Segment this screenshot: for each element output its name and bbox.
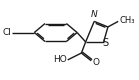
Text: HO: HO [53, 55, 67, 64]
Text: O: O [92, 58, 99, 67]
Text: CH₃: CH₃ [119, 16, 135, 25]
Text: N: N [90, 10, 97, 19]
Text: Cl: Cl [3, 28, 12, 37]
Text: S: S [102, 38, 108, 48]
